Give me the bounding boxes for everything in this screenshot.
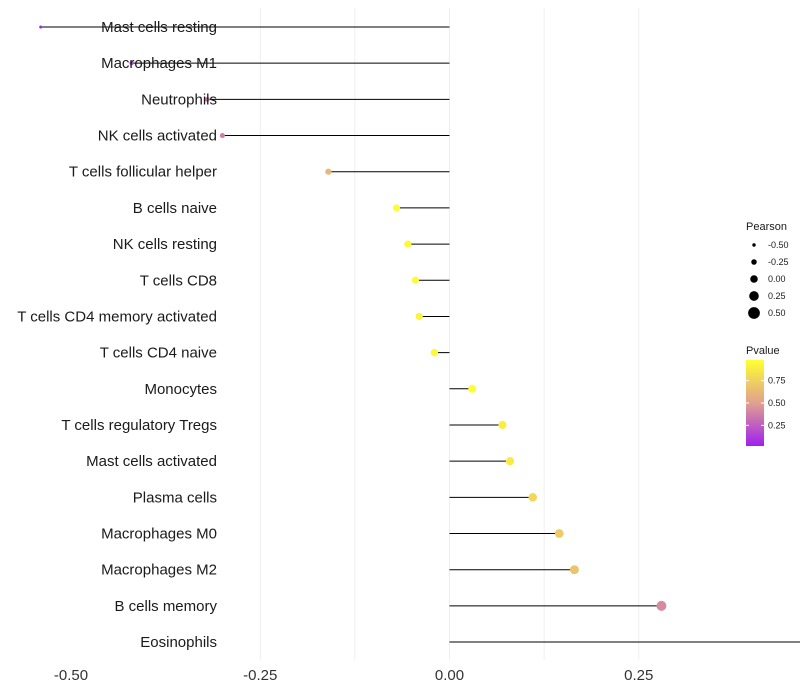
category-label: T cells CD4 naive [100,345,217,362]
category-label: Mast cells resting [101,19,217,36]
category-label: Macrophages M1 [101,55,217,72]
color-legend-label: 0.25 [768,420,786,430]
lollipop-point [404,240,412,248]
lollipop-point [204,96,210,102]
category-label: T cells CD8 [140,272,217,289]
lollipop-point [411,276,420,284]
size-legend-label: 0.50 [768,308,786,318]
size-legend-dot [752,243,756,247]
size-legend-dot [749,291,759,301]
size-legend-title: Pearson [746,221,787,233]
x-tick-label: 0.25 [624,667,653,684]
category-label: NK cells resting [113,236,217,253]
size-legend-label: -0.50 [768,240,789,250]
category-label: Macrophages M0 [101,526,217,543]
category-label: Plasma cells [133,489,217,506]
category-label: Macrophages M2 [101,562,217,579]
category-label: Neutrophils [141,91,217,108]
lollipop-point [554,529,564,538]
x-tick-label: 0.00 [435,667,464,684]
lollipop-point [468,384,477,393]
color-legend-label: 0.50 [768,398,786,408]
category-label: B cells memory [114,598,217,615]
lollipop-point [219,133,225,139]
lollipop-point [430,348,439,357]
color-legend-label: 0.75 [768,376,786,386]
stem-layer [40,26,800,643]
size-legend-dot [750,275,758,283]
category-label: Mast cells activated [86,453,217,470]
color-legend-title: Pvalue [746,345,780,357]
category-label: NK cells activated [98,128,217,145]
lollipop-point [39,25,43,29]
size-legend-dot [751,259,757,265]
lollipop-point [129,61,134,66]
category-label: T cells follicular helper [69,164,217,181]
pvalue-colorbar [746,360,764,446]
lollipop-point [393,204,401,212]
x-tick-label: -0.25 [243,667,277,684]
x-axis-ticks: -0.50-0.250.000.250.50 [54,667,653,684]
x-tick-label: -0.50 [54,667,88,684]
legend: Pearson Pvalue -0.50 -0.25 0.00 0.25 0.50 0.7… [746,221,789,446]
lollipop-point [505,457,515,466]
lollipop-point [569,565,579,575]
lollipop-point [415,312,423,321]
lollipop-point [498,420,507,430]
lollipop-point [528,493,538,502]
category-label: T cells CD4 memory activated [17,308,217,325]
category-label: Monocytes [144,381,217,398]
category-label: T cells regulatory Tregs [61,417,217,434]
size-legend-label: 0.00 [768,274,786,284]
point-layer [39,25,667,611]
lollipop-point [656,600,667,611]
y-axis-labels: Mast cells resting Macrophages M1 Neutroph… [17,19,217,651]
category-label: B cells naive [133,200,217,217]
grid-layer [259,8,640,660]
size-legend-label: -0.25 [768,257,789,267]
category-label: Eosinophils [140,634,217,651]
size-legend-label: 0.25 [768,291,786,301]
lollipop-point [325,168,332,175]
size-legend-dot [748,307,760,319]
